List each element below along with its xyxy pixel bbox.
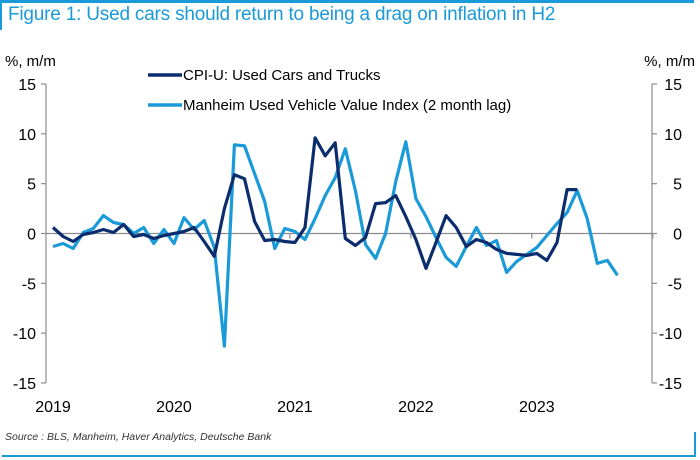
right-y-tick-label: 5 (673, 177, 682, 194)
left-y-tick-label: 0 (27, 227, 36, 244)
series-line-manheim-index (52, 140, 619, 348)
legend-label: Manheim Used Vehicle Value Index (2 mont… (183, 97, 511, 114)
x-tick-label: 2021 (277, 399, 313, 416)
right-y-tick-label: -5 (668, 276, 682, 293)
x-tick-label: 2019 (35, 399, 71, 416)
right-y-tick-label: 0 (673, 227, 682, 244)
frame-left-rule (0, 0, 2, 30)
right-y-tick-label: 10 (664, 127, 682, 144)
left-y-tick-label: 10 (18, 127, 36, 144)
right-y-tick-label: -10 (659, 326, 682, 343)
right-y-axis-unit: %, m/m (644, 53, 695, 70)
x-tick-label: 2023 (519, 399, 555, 416)
frame-right-rule (694, 432, 696, 457)
left-y-tick-label: -5 (22, 276, 36, 293)
frame-bottom-rule (2, 455, 696, 457)
right-y-tick-label: -15 (659, 376, 682, 393)
x-tick-label: 2020 (156, 399, 192, 416)
x-tick-label: 2022 (398, 399, 434, 416)
source-note: Source : BLS, Manheim, Haver Analytics, … (5, 431, 272, 443)
series-lines (51, 136, 619, 348)
right-y-tick-label: 15 (664, 77, 682, 94)
axes: 15 15 10 10 5 5 0 0 -5 -5 -10 -10 -15 -15 %, m/m %, m/m… (5, 53, 695, 416)
frame-top-rule (0, 0, 694, 3)
figure-title: Figure 1: Used cars should return to bei… (8, 4, 556, 25)
legend: CPI-U: Used Cars and Trucks Manheim Used … (148, 67, 511, 114)
series-line-cpi-used-cars (51, 136, 578, 270)
left-y-axis-unit: %, m/m (5, 53, 56, 70)
left-y-tick-label: -10 (13, 326, 36, 343)
left-y-tick-label: -15 (13, 376, 36, 393)
legend-label: CPI-U: Used Cars and Trucks (183, 67, 381, 84)
left-y-tick-label: 15 (18, 77, 36, 94)
left-y-tick-label: 5 (27, 177, 36, 194)
